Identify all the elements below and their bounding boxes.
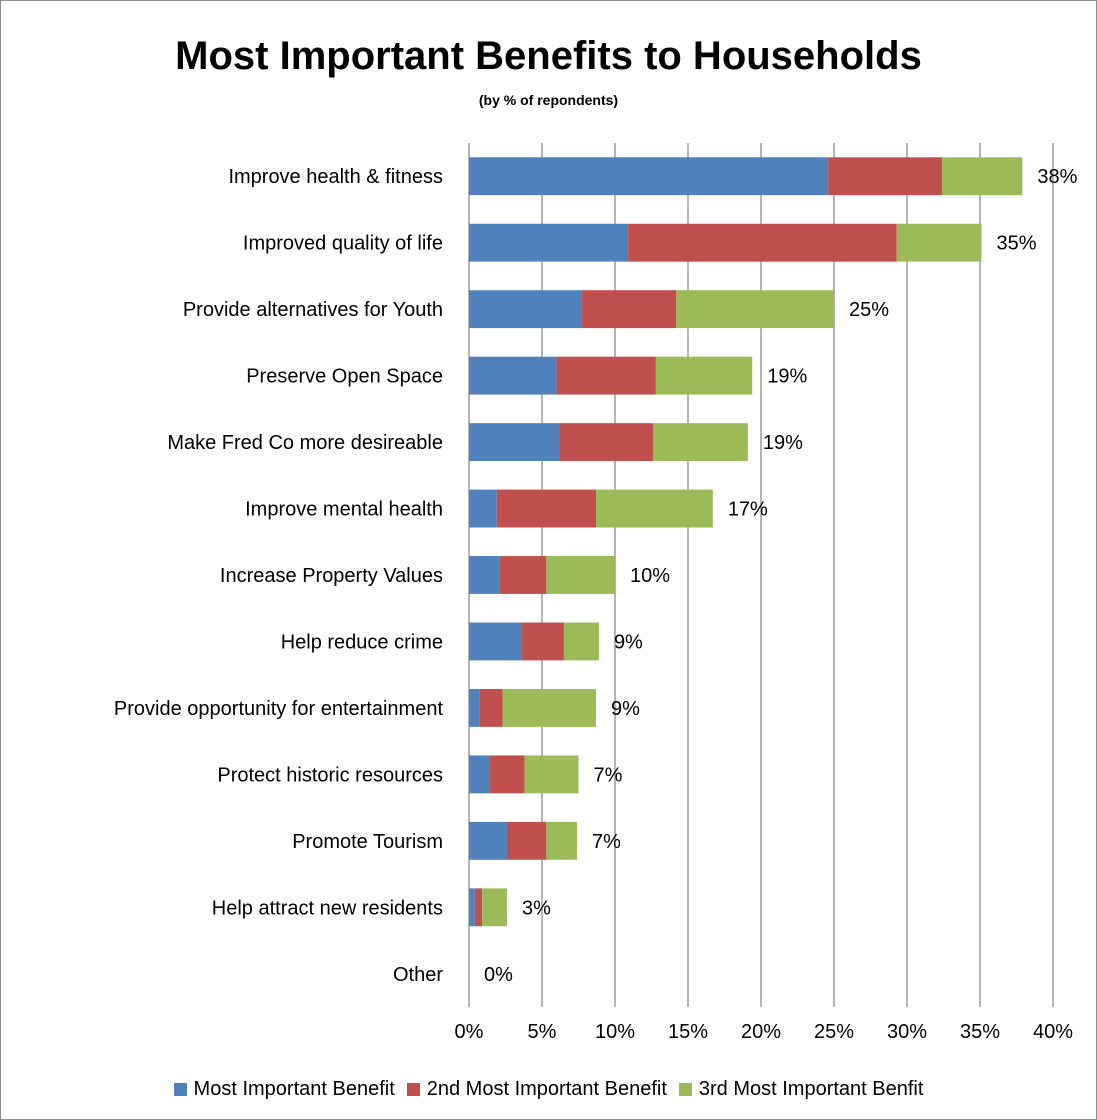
bar-segment-3 (596, 489, 713, 528)
total-label: 0% (484, 964, 513, 986)
legend-swatch (406, 1083, 420, 1096)
bar-segment-3 (546, 821, 578, 860)
bar-segment-2 (489, 755, 525, 794)
x-axis-ticks: 0% 5% 10% 15% 20% 25% 30% 35% 40% (455, 1021, 1074, 1043)
total-label: 9% (611, 698, 640, 720)
bar-segment-1 (469, 688, 480, 727)
total-labels: 38% 35% 25% 19% 19% 17% 10% 9% 9% 7% 7% 3% 0% (484, 166, 1078, 986)
bar-segment-1 (469, 489, 497, 528)
bar-segment-1 (469, 556, 500, 594)
total-label: 35% (996, 233, 1036, 255)
category-label: Improved quality of life (243, 233, 443, 255)
category-label: Improve health & fitness (228, 166, 443, 188)
category-label: Provide opportunity for entertainment (114, 698, 444, 720)
bar-segment-3 (652, 423, 748, 462)
bar-segment-1 (469, 423, 560, 462)
total-label: 7% (594, 764, 623, 786)
total-label: 25% (849, 299, 889, 321)
bar-segment-2 (828, 157, 943, 196)
total-label: 19% (767, 366, 807, 388)
gridlines (468, 143, 1054, 1007)
legend-item-1: Most Important Benefit (173, 1078, 395, 1101)
x-tick-label: 5% (528, 1021, 557, 1043)
bar-segment-1 (469, 821, 507, 860)
bar-segment-2 (559, 423, 653, 462)
legend-label: 2nd Most Important Benefit (426, 1078, 667, 1100)
bar-segment-3 (502, 688, 597, 727)
bar-segment-1 (469, 157, 829, 196)
total-label: 10% (630, 565, 670, 587)
category-label: Protect historic resources (217, 764, 443, 786)
x-tick-label: 10% (595, 1021, 635, 1043)
x-tick-label: 35% (960, 1021, 1000, 1043)
total-label: 7% (592, 831, 621, 853)
bar-segment-2 (556, 356, 656, 395)
x-tick-label: 15% (668, 1021, 708, 1043)
bar-segment-1 (469, 223, 629, 262)
total-label: 17% (728, 499, 768, 521)
legend-label: 3rd Most Important Benfit (698, 1078, 924, 1100)
bar-segment-2 (499, 556, 547, 594)
category-label: Promote Tourism (292, 831, 443, 853)
bar-segment-1 (469, 755, 490, 794)
category-label: Provide alternatives for Youth (183, 299, 443, 321)
bar-segment-3 (896, 223, 982, 262)
legend-item-3: 3rd Most Important Benfit (678, 1078, 924, 1101)
bar-segment-2 (474, 888, 483, 927)
x-tick-label: 0% (455, 1021, 484, 1043)
bar-segment-1 (469, 622, 522, 661)
x-tick-label: 25% (814, 1021, 854, 1043)
bar-segment-3 (546, 556, 615, 594)
bars (469, 157, 1023, 927)
x-tick-label: 30% (887, 1021, 927, 1043)
category-label: Improve mental health (245, 499, 443, 521)
legend-swatch (173, 1083, 187, 1096)
bar-segment-3 (524, 755, 579, 794)
bar-segment-2 (581, 290, 677, 329)
legend-label: Most Important Benefit (193, 1078, 395, 1100)
category-label: Make Fred Co more desireable (167, 432, 443, 454)
bar-segment-2 (521, 622, 564, 661)
x-tick-label: 40% (1033, 1021, 1073, 1043)
total-label: 3% (522, 897, 551, 919)
category-labels: Improve health & fitness Improved quality… (114, 166, 444, 986)
category-label: Preserve Open Space (246, 366, 443, 388)
bar-segment-2 (506, 821, 547, 860)
bar-segment-1 (469, 888, 475, 927)
total-label: 38% (1037, 166, 1077, 188)
bar-segment-3 (942, 157, 1023, 196)
legend: Most Important Benefit 2nd Most Important… (0, 1078, 1097, 1101)
category-label: Other (393, 964, 443, 986)
total-label: 19% (763, 432, 803, 454)
bar-segment-3 (563, 622, 599, 661)
bar-segment-1 (469, 290, 582, 329)
bar-segment-1 (469, 356, 557, 395)
bar-segment-2 (628, 223, 897, 262)
x-tick-label: 20% (741, 1021, 781, 1043)
chart-title: Most Important Benefits to Households (175, 34, 922, 78)
bar-segment-3 (676, 290, 834, 329)
category-label: Help attract new residents (212, 897, 443, 919)
legend-item-2: 2nd Most Important Benefit (406, 1078, 667, 1101)
legend-swatch (678, 1083, 692, 1096)
bar-segment-3 (482, 888, 507, 927)
chart-subtitle: (by % of repondents) (478, 92, 619, 108)
total-label: 9% (614, 631, 643, 653)
bar-segment-3 (655, 356, 753, 395)
category-label: Increase Property Values (220, 565, 443, 587)
bar-segment-2 (479, 688, 503, 727)
category-label: Help reduce crime (281, 631, 443, 653)
bar-segment-2 (496, 489, 597, 528)
